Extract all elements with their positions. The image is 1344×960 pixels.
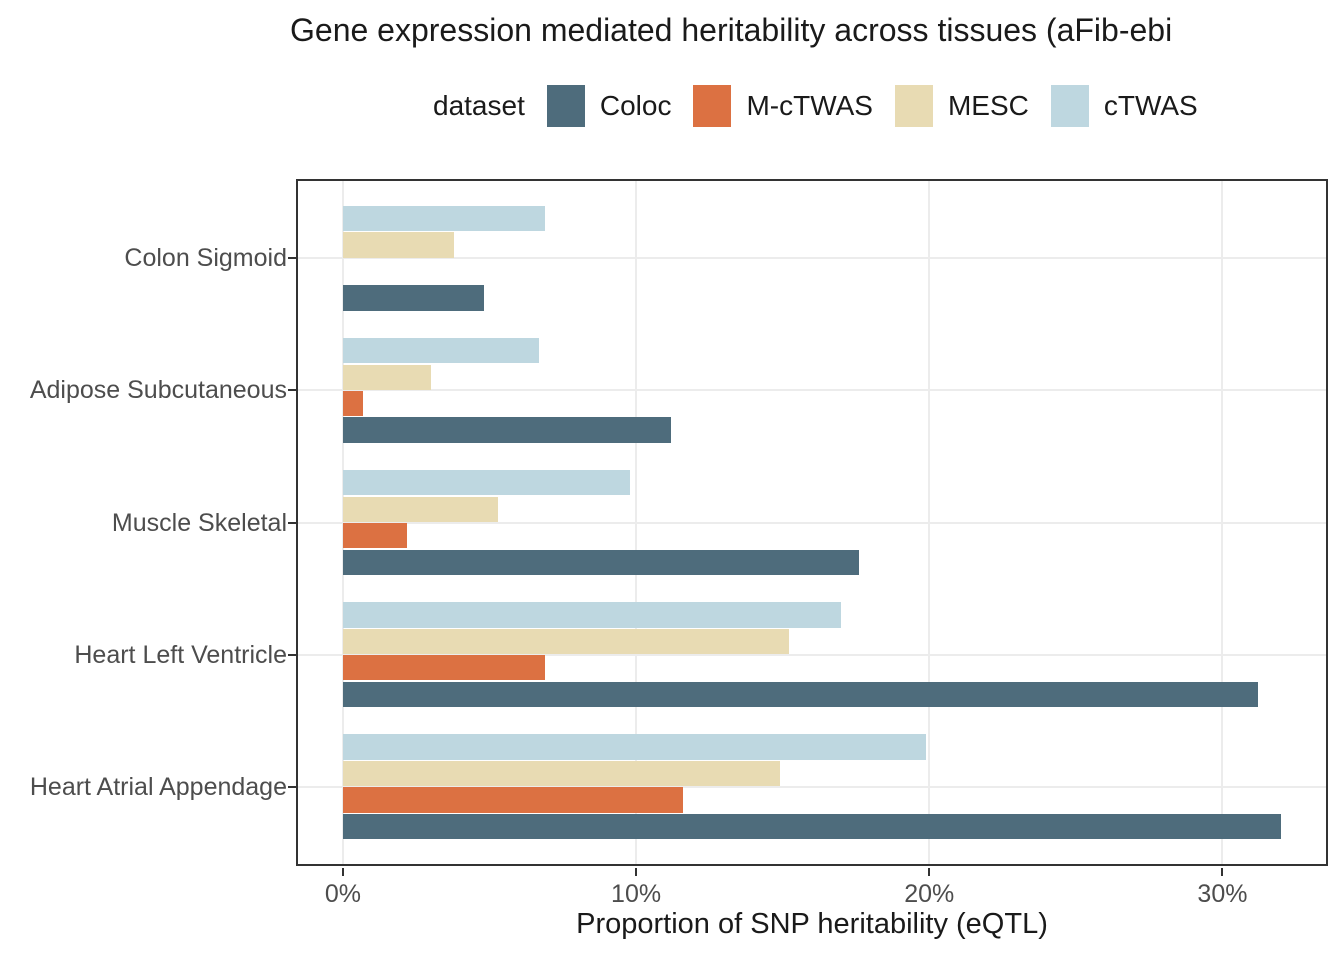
legend: dataset Coloc M-cTWAS MESC cTWAS xyxy=(433,84,1198,128)
bar-MESC xyxy=(342,760,780,787)
plot-panel xyxy=(296,179,1328,866)
x-axis-title: Proportion of SNP heritability (eQTL) xyxy=(576,908,1048,940)
bar-cTWAS xyxy=(342,602,842,628)
legend-swatch-cTWAS xyxy=(1050,85,1089,127)
bar-Coloc xyxy=(342,681,1258,707)
x-tick-mark xyxy=(928,868,931,876)
legend-item-M-cTWAS: M-cTWAS xyxy=(693,85,873,127)
bar-Coloc xyxy=(342,285,484,311)
bar-cTWAS xyxy=(342,470,631,496)
bar-MESC xyxy=(342,364,431,390)
bar-cTWAS xyxy=(342,734,927,760)
legend-swatch-MESC xyxy=(894,85,933,127)
y-gridline xyxy=(296,653,1328,656)
y-gridline xyxy=(296,785,1328,788)
x-tick-label: 0% xyxy=(324,880,361,908)
chart-title: Gene expression mediated heritability ac… xyxy=(290,12,1173,48)
legend-item-Coloc: Coloc xyxy=(546,85,672,127)
bar-Coloc xyxy=(342,549,859,575)
x-tick-label: 30% xyxy=(1197,880,1248,908)
y-axis-label: Colon Sigmoid xyxy=(124,244,287,273)
legend-item-MESC: MESC xyxy=(894,85,1029,127)
legend-item-label: M-cTWAS xyxy=(746,90,873,121)
x-tick-label: 10% xyxy=(611,880,662,908)
x-tick-mark xyxy=(1221,868,1224,876)
legend-item-label: MESC xyxy=(947,90,1029,121)
legend-title: dataset xyxy=(433,90,525,121)
y-axis-label: Muscle Skeletal xyxy=(111,508,287,537)
legend-item-label: Coloc xyxy=(599,90,672,121)
bar-cTWAS xyxy=(342,206,546,232)
bar-Coloc xyxy=(342,417,672,443)
x-tick-label: 20% xyxy=(904,880,955,908)
y-axis-label: Heart Atrial Appendage xyxy=(29,772,287,801)
bar-MESC xyxy=(342,628,789,654)
y-gridline xyxy=(296,389,1328,392)
legend-items: Coloc M-cTWAS MESC cTWAS xyxy=(546,85,1198,127)
legend-swatch-Coloc xyxy=(546,85,585,127)
legend-swatch-M-cTWAS xyxy=(693,85,732,127)
bar-M-cTWAS xyxy=(342,655,546,681)
bar-M-cTWAS xyxy=(342,390,364,417)
y-tick-mark xyxy=(288,653,296,656)
bar-MESC xyxy=(342,232,455,258)
bar-M-cTWAS xyxy=(342,787,683,813)
y-axis-label: Adipose Subcutaneous xyxy=(29,376,287,405)
y-tick-mark xyxy=(288,785,296,788)
y-axis-label: Heart Left Ventricle xyxy=(74,640,287,669)
bar-MESC xyxy=(342,496,499,522)
legend-item-cTWAS: cTWAS xyxy=(1050,85,1198,127)
bar-cTWAS xyxy=(342,338,540,364)
y-gridline xyxy=(296,521,1328,524)
legend-item-label: cTWAS xyxy=(1103,90,1198,121)
y-tick-mark xyxy=(288,389,296,392)
x-tick-mark xyxy=(635,868,638,876)
y-tick-mark xyxy=(288,257,296,260)
bar-Coloc xyxy=(342,813,1282,839)
bar-M-cTWAS xyxy=(342,523,408,549)
x-tick-mark xyxy=(341,868,344,876)
y-gridline xyxy=(296,257,1328,260)
y-tick-mark xyxy=(288,521,296,524)
